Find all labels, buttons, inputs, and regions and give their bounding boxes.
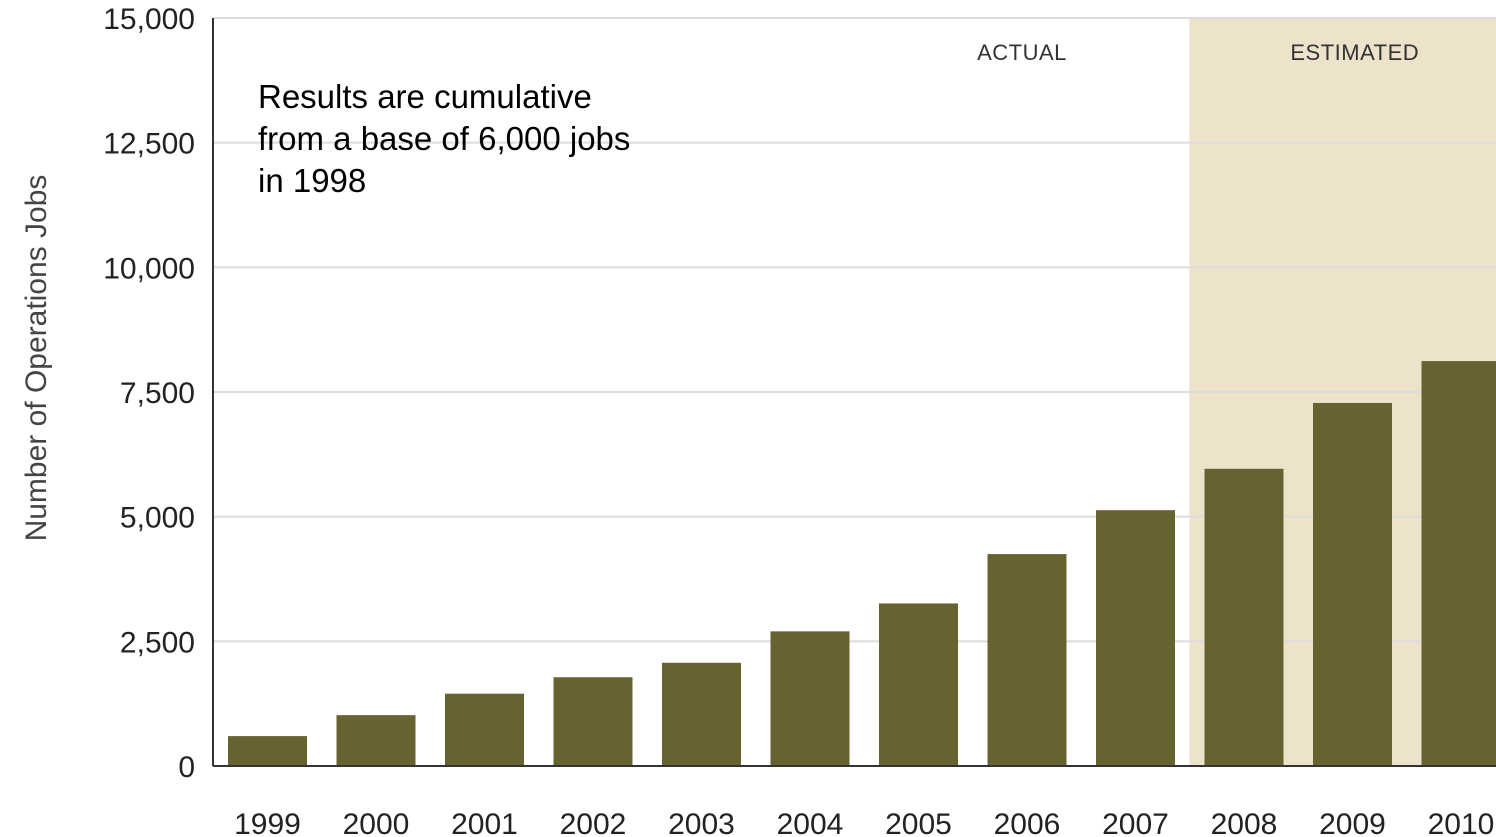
y-tick-label: 15,000 bbox=[103, 3, 195, 36]
x-tick-label: 2001 bbox=[451, 808, 518, 837]
bar-2010 bbox=[1421, 361, 1496, 766]
bar-2006 bbox=[987, 554, 1067, 766]
y-tick-label: 7,500 bbox=[120, 377, 195, 410]
annotation-line: from a base of 6,000 jobs bbox=[258, 120, 630, 157]
bar-2004 bbox=[770, 631, 850, 766]
bars bbox=[228, 361, 1496, 766]
bar-2008 bbox=[1204, 468, 1284, 766]
bar-2002 bbox=[553, 677, 633, 766]
x-tick-label: 2003 bbox=[668, 808, 735, 837]
y-tick-label: 10,000 bbox=[103, 252, 195, 285]
x-tick-label: 2006 bbox=[994, 808, 1061, 837]
region-label-actual: ACTUAL bbox=[977, 40, 1067, 65]
annotation-line: Results are cumulative bbox=[258, 78, 592, 115]
bar-1999 bbox=[228, 736, 307, 766]
bar-2000 bbox=[336, 715, 416, 766]
x-tick-label: 2008 bbox=[1211, 808, 1278, 837]
y-axis-label: Number of Operations Jobs bbox=[20, 175, 53, 542]
x-tick-label: 2007 bbox=[1102, 808, 1169, 837]
x-tick-label: 2000 bbox=[343, 808, 410, 837]
bar-2005 bbox=[879, 603, 958, 766]
gridlines bbox=[213, 17, 1496, 643]
labels: 0 2,500 5,000 7,500 10,000 12,500 15,000 1999 20… bbox=[103, 3, 1494, 837]
y-tick-label: 0 bbox=[178, 751, 195, 784]
bar-2001 bbox=[445, 693, 524, 766]
x-tick-label: 2002 bbox=[560, 808, 627, 837]
x-tick-label: 2004 bbox=[777, 808, 844, 837]
x-tick-label: 2009 bbox=[1319, 808, 1386, 837]
bar-2007 bbox=[1096, 510, 1175, 766]
x-tick-label: 1999 bbox=[234, 808, 301, 837]
bar-2009 bbox=[1313, 402, 1392, 766]
x-tick-label: 2010 bbox=[1428, 808, 1495, 837]
y-tick-label: 2,500 bbox=[120, 626, 195, 659]
bar-2003 bbox=[662, 662, 741, 766]
region-label-estimated: ESTIMATED bbox=[1290, 40, 1419, 65]
x-tick-label: 2005 bbox=[885, 808, 952, 837]
axes bbox=[212, 18, 1496, 767]
y-tick-label: 5,000 bbox=[120, 502, 195, 535]
annotation-note: Results are cumulative from a base of 6,0… bbox=[258, 78, 630, 199]
annotation-line: in 1998 bbox=[258, 162, 366, 199]
y-tick-label: 12,500 bbox=[103, 128, 195, 161]
